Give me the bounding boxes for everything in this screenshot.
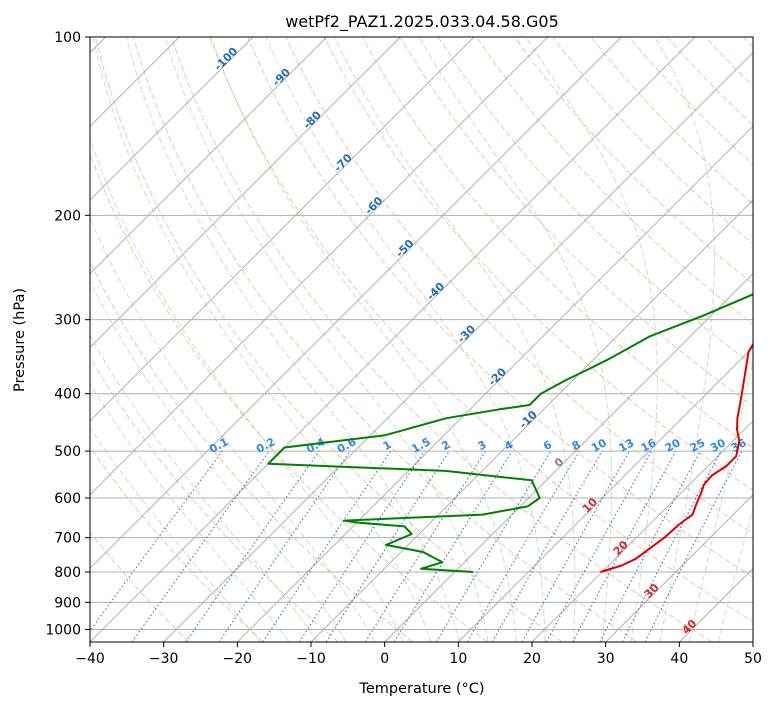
x-tick-label: −30 <box>149 651 179 667</box>
y-tick-label: 700 <box>54 531 81 547</box>
y-tick-label: 800 <box>54 565 81 581</box>
y-axis-label: Pressure (hPa) <box>12 288 28 392</box>
chart-title: wetPf2_PAZ1.2025.033.04.58.G05 <box>285 12 559 32</box>
x-tick-label: 0 <box>380 651 389 667</box>
x-tick-label: −20 <box>223 651 253 667</box>
y-tick-label: 400 <box>54 387 81 403</box>
x-axis-label: Temperature (°C) <box>358 681 484 697</box>
y-tick-label: 1000 <box>45 622 81 638</box>
x-tick-label: −40 <box>75 651 105 667</box>
y-tick-label: 600 <box>54 491 81 507</box>
x-tick-label: 50 <box>744 651 762 667</box>
y-tick-label: 500 <box>54 444 81 460</box>
y-tick-label: 200 <box>54 208 81 224</box>
y-tick-label: 300 <box>54 313 81 329</box>
x-tick-label: 40 <box>670 651 688 667</box>
x-tick-label: 30 <box>597 651 615 667</box>
x-tick-label: −10 <box>296 651 326 667</box>
y-tick-label: 900 <box>54 595 81 611</box>
x-tick-label: 10 <box>449 651 467 667</box>
x-tick-label: 20 <box>523 651 541 667</box>
y-tick-label: 100 <box>54 30 81 46</box>
